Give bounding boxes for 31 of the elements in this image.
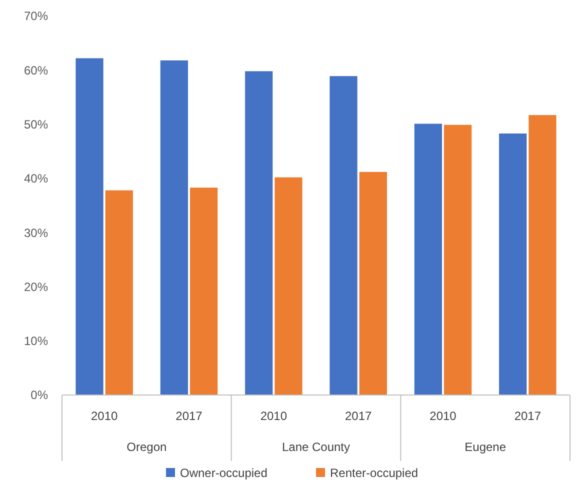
bar [190,188,218,395]
bar [414,124,442,395]
bar [274,177,302,395]
y-tick-label: 20% [24,280,48,294]
bar [76,58,104,395]
text: Oregon [126,440,167,454]
y-tick-label: 50% [24,117,48,132]
y-tick-label: 60% [24,63,48,78]
y-tick-label: 10% [24,334,48,348]
bar [444,124,472,395]
y-tick-label: 70% [24,9,48,24]
text: Lane County [282,440,350,454]
text: Eugene [464,440,506,454]
bar [499,133,527,395]
x-tick-label: 2017 [176,409,203,423]
y-tick-label: 40% [24,172,48,186]
x-tick-label: 2010 [90,409,118,423]
bar [330,76,358,395]
bar [105,190,133,395]
legend-label: Owner-occupied [180,466,268,480]
bar [245,71,273,395]
x-tick-label: 2010 [430,409,457,423]
legend-label: Renter-occupied [330,466,418,480]
y-tick-label: 0% [30,388,48,402]
bar [160,60,188,395]
x-tick-label: 2017 [344,409,372,423]
bar [359,172,387,395]
bar [528,115,556,395]
x-tick-label: 2017 [514,409,542,423]
x-tick-label: 2010 [260,409,288,423]
y-tick-label: 30% [24,226,48,240]
